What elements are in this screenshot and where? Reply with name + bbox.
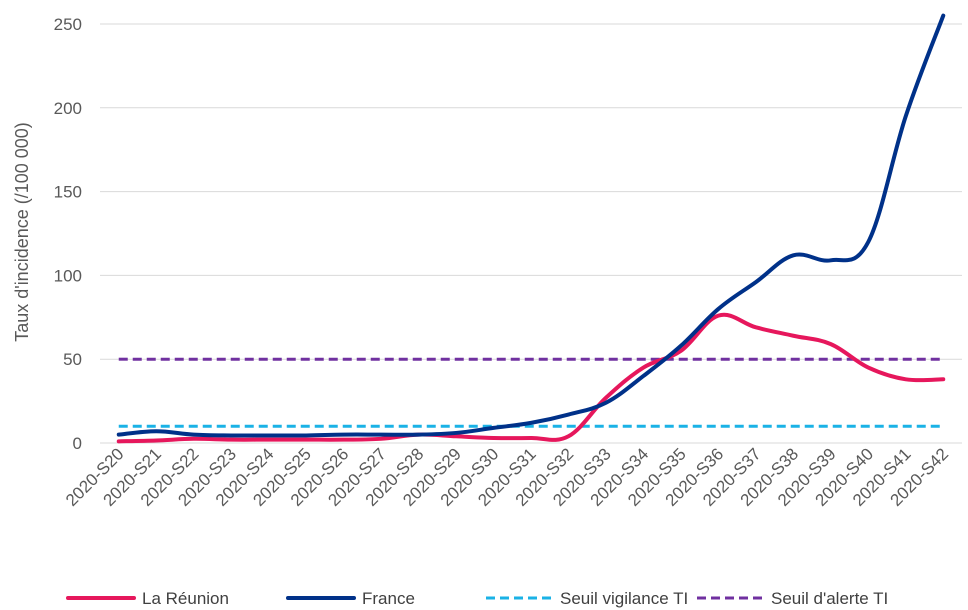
series-line-la-r-union [116, 312, 946, 444]
gridlines [100, 23, 962, 360]
x-axis-ticks: 2020-S202020-S212020-S222020-S232020-S24… [62, 444, 952, 510]
y-tick-label: 200 [54, 99, 82, 118]
legend-label: Seuil d'alerte TI [771, 589, 888, 608]
y-tick-label: 50 [63, 350, 82, 369]
legend-label: Seuil vigilance TI [560, 589, 688, 608]
y-tick-label: 250 [54, 15, 82, 34]
y-tick-label: 0 [73, 434, 82, 453]
y-tick-label: 150 [54, 183, 82, 202]
legend: La Réunion France Seuil vigilance TI Seuil … [66, 589, 888, 608]
y-tick-label: 100 [54, 266, 82, 285]
y-axis-label: Taux d'incidence (/100 000) [12, 122, 32, 342]
series-lines [116, 13, 946, 444]
legend-label: France [362, 589, 415, 608]
y-axis-ticks: 0 50 100 150 200 250 [54, 15, 82, 453]
series-line-france [116, 13, 946, 438]
legend-label: La Réunion [142, 589, 229, 608]
